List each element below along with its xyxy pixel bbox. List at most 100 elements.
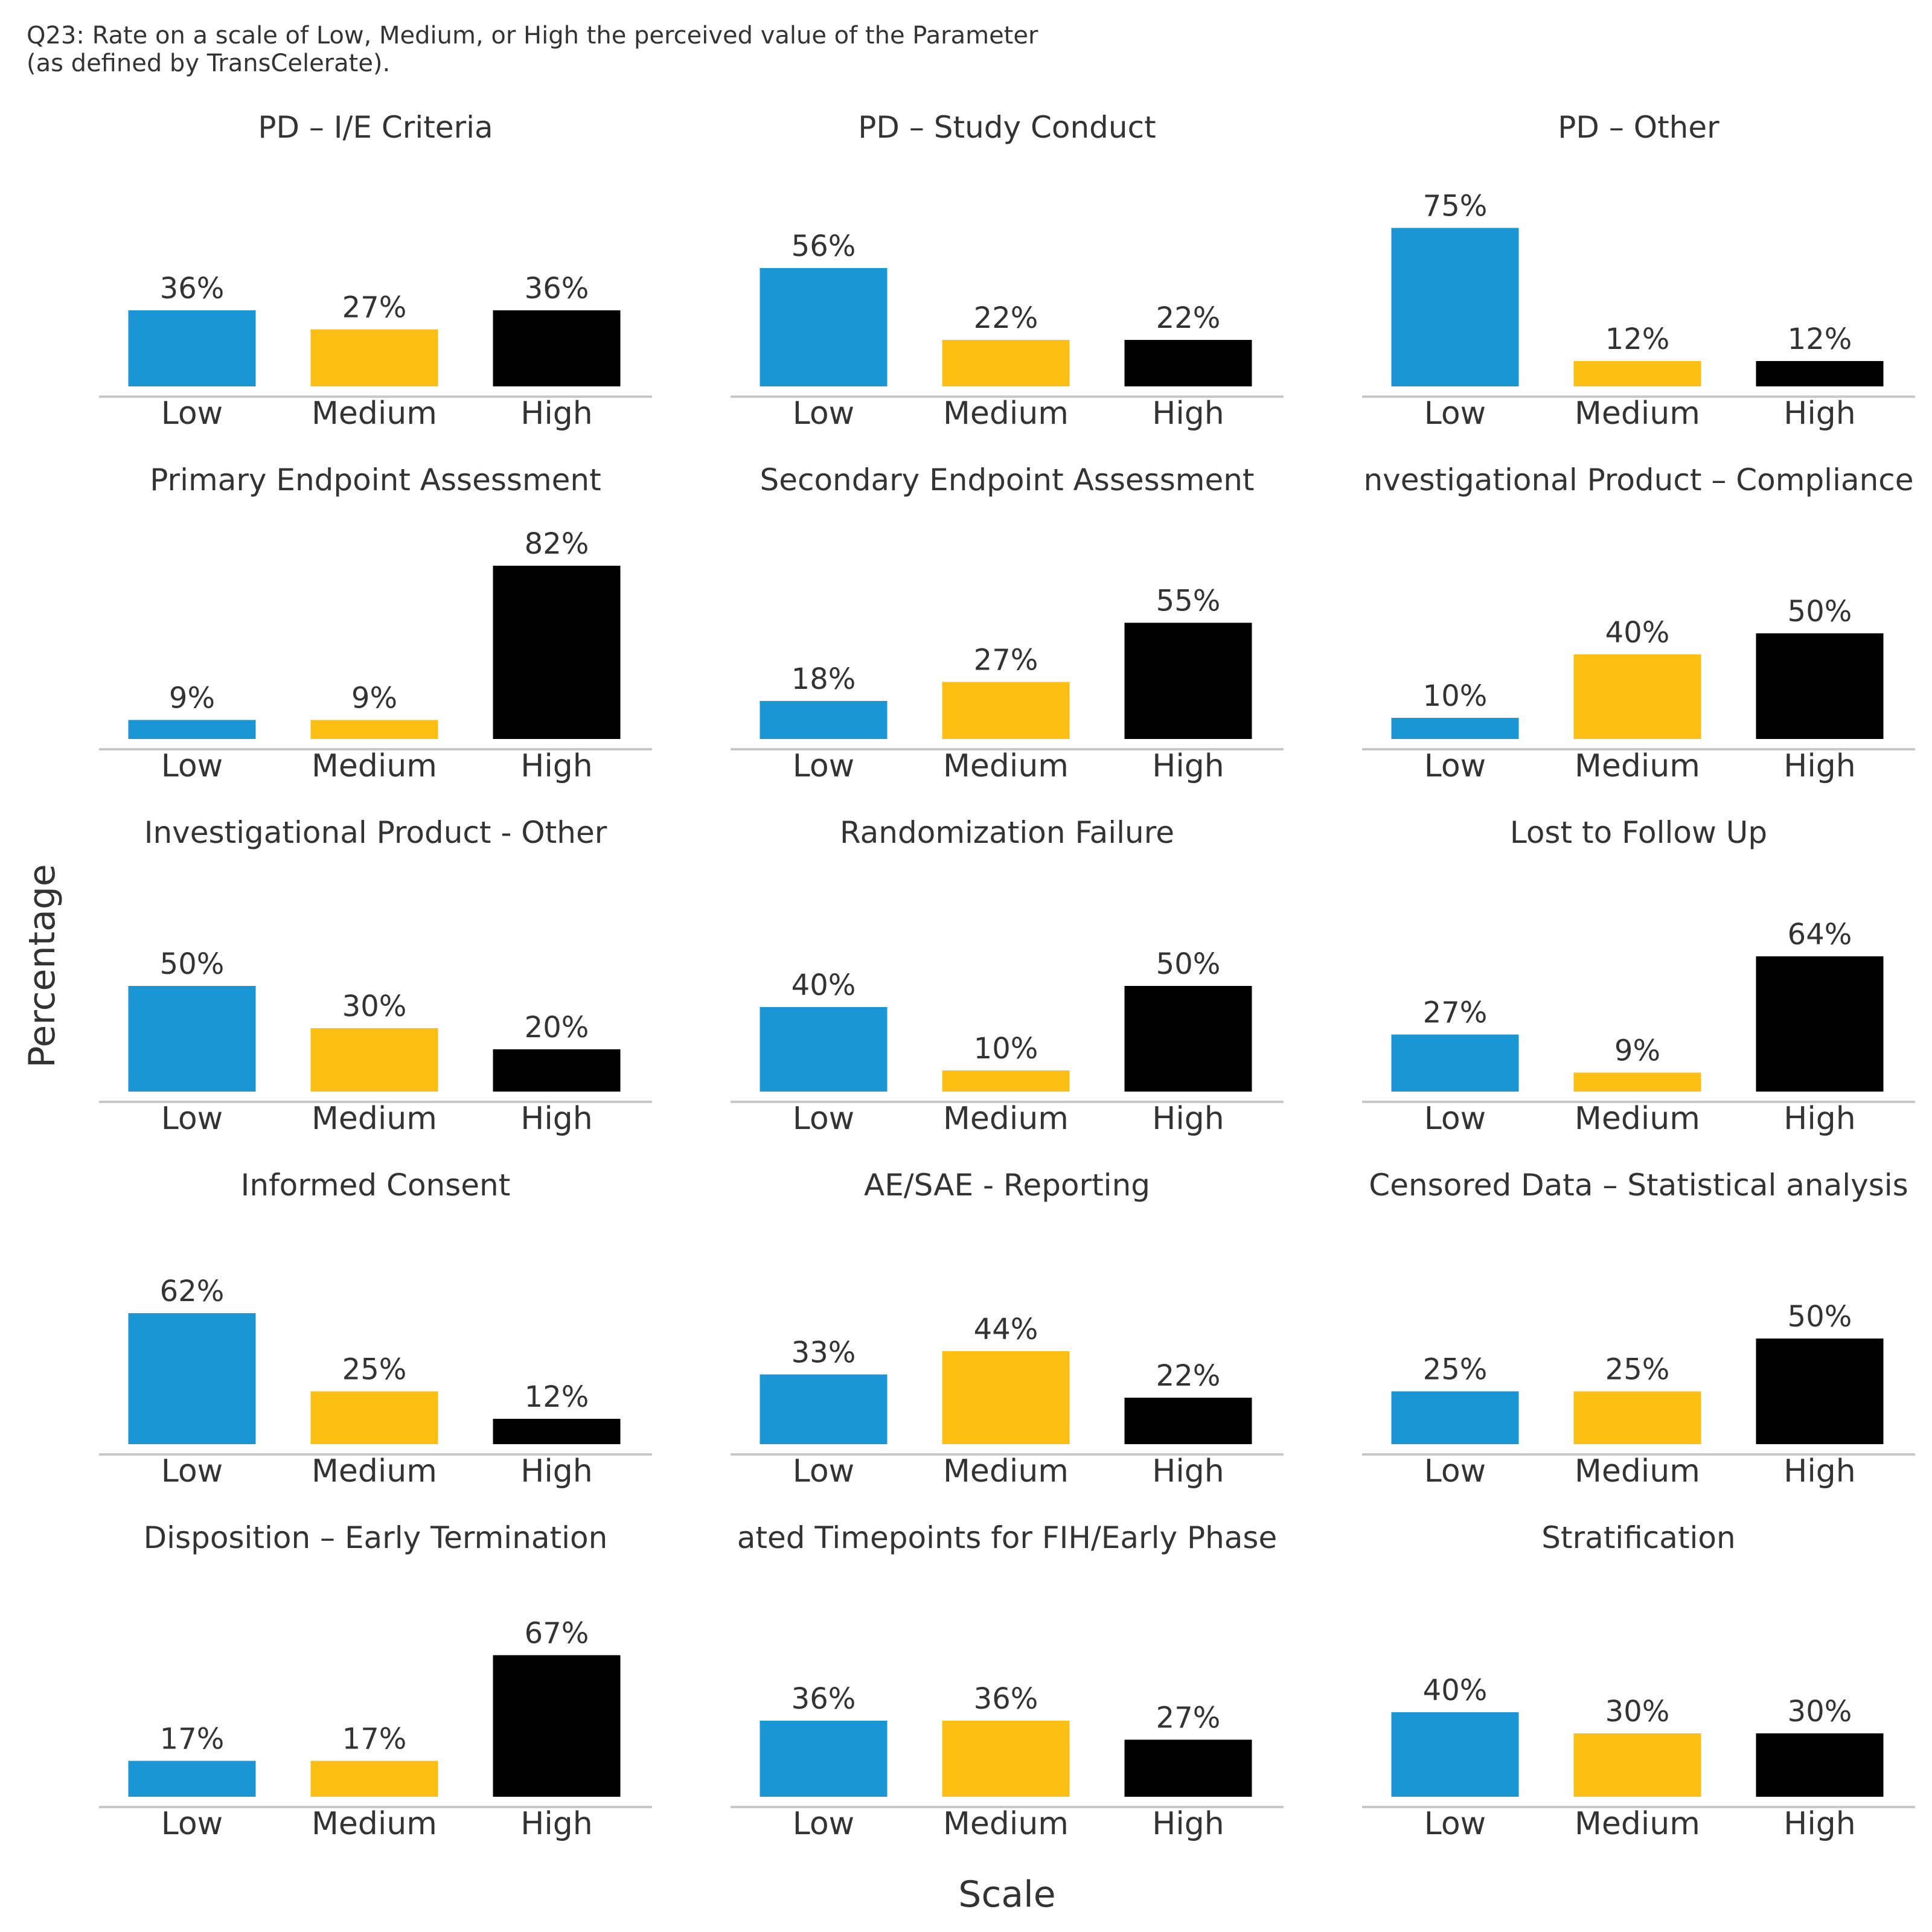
data-label: 12%	[1788, 322, 1852, 356]
tick-label-low: Low	[161, 395, 223, 432]
data-label: 36%	[792, 1682, 856, 1716]
bar-medium	[942, 1721, 1070, 1797]
bar-medium	[1573, 1733, 1701, 1797]
data-label: 50%	[1156, 947, 1221, 981]
tick-label-low: Low	[793, 395, 854, 432]
panel-title: PD – Other	[1558, 110, 1719, 145]
data-label: 10%	[974, 1032, 1038, 1066]
bar-medium	[310, 1028, 438, 1092]
caption-line-1: Q23: Rate on a scale of Low, Medium, or …	[27, 22, 1038, 50]
panel-title: Informed Consent	[241, 1168, 511, 1203]
data-label: 12%	[525, 1380, 589, 1414]
chart-panels: PD – I/E Criteria36%Low27%Medium36%HighP…	[99, 110, 1915, 1842]
tick-label-medium: Medium	[1575, 395, 1700, 432]
bar-medium	[942, 1070, 1070, 1092]
tick-label-low: Low	[161, 1101, 223, 1137]
tick-label-high: High	[520, 1101, 593, 1137]
panel-title: Randomization Failure	[840, 815, 1174, 850]
tick-label-high: High	[1783, 1806, 1856, 1842]
tick-label-medium: Medium	[312, 1453, 437, 1489]
tick-label-medium: Medium	[943, 748, 1069, 784]
bar-medium	[1573, 1391, 1701, 1444]
data-label: 50%	[1788, 1300, 1852, 1334]
bar-high	[1756, 1733, 1884, 1797]
tick-label-medium: Medium	[312, 395, 437, 432]
tick-label-low: Low	[793, 1101, 854, 1137]
tick-label-low: Low	[1424, 395, 1486, 432]
panel-title: PD – Study Conduct	[858, 110, 1156, 145]
data-label: 40%	[1605, 616, 1670, 650]
data-label: 12%	[1605, 322, 1670, 356]
tick-label-high: High	[1783, 395, 1856, 432]
tick-label-medium: Medium	[943, 1101, 1069, 1137]
tick-label-medium: Medium	[1575, 1453, 1700, 1489]
chart-panel: Primary Endpoint Assessment 9% Low 9% Medium…	[99, 462, 652, 784]
bar-high	[1124, 340, 1252, 386]
tick-label-medium: Medium	[312, 1101, 437, 1137]
data-label: 30%	[342, 990, 407, 1023]
bar-high	[1756, 361, 1884, 386]
bar-low	[760, 1374, 888, 1444]
data-label: 36%	[525, 272, 589, 305]
bar-low	[128, 1313, 256, 1444]
data-label: 20%	[525, 1011, 589, 1044]
panel-title: nvestigational Product – Compliance	[1363, 462, 1913, 497]
bar-high	[493, 566, 621, 739]
data-label: 82%	[525, 527, 589, 561]
chart-panel: Randomization Failure 40% Low 10% Medium 50% H…	[731, 815, 1284, 1137]
data-label: 9%	[351, 682, 397, 715]
data-label: 17%	[342, 1722, 407, 1756]
tick-label-medium: Medium	[312, 748, 437, 784]
tick-label-high: High	[1783, 1101, 1856, 1137]
tick-label-high: High	[520, 1806, 593, 1842]
tick-label-high: High	[1152, 1101, 1224, 1137]
bar-low	[128, 986, 256, 1092]
data-label: 27%	[974, 644, 1038, 677]
chart-panel: Lost to Follow Up 27% Low 9% Medium 64% High	[1362, 815, 1915, 1137]
bar-low	[1391, 1712, 1519, 1797]
bar-low	[760, 1721, 888, 1797]
tick-label-low: Low	[1424, 1453, 1486, 1489]
tick-label-high: High	[520, 748, 593, 784]
tick-label-high: High	[1152, 748, 1224, 784]
tick-label-high: High	[1152, 395, 1224, 432]
data-label: 27%	[1423, 996, 1488, 1030]
data-label: 75%	[1423, 190, 1488, 223]
data-label: 22%	[1156, 301, 1221, 335]
bar-low	[1391, 1391, 1519, 1444]
panel-title: AE/SAE - Reporting	[864, 1168, 1150, 1203]
tick-label-low: Low	[793, 1453, 854, 1489]
tick-label-low: Low	[161, 1453, 223, 1489]
y-axis-label: Percentage	[21, 864, 63, 1068]
bar-high	[1756, 956, 1884, 1092]
chart-caption: Q23: Rate on a scale of Low, Medium, or …	[27, 22, 1038, 77]
bar-medium	[942, 682, 1070, 739]
bar-low	[128, 310, 256, 386]
bar-low	[1391, 718, 1519, 739]
data-label: 67%	[525, 1617, 589, 1651]
bar-medium	[310, 720, 438, 739]
data-label: 18%	[792, 662, 856, 696]
bar-medium	[1573, 361, 1701, 386]
tick-label-high: High	[520, 1453, 593, 1489]
bar-high	[493, 310, 621, 386]
chart-panel: PD – Other 75% Low 12% Medium 12% High	[1362, 110, 1915, 432]
data-label: 10%	[1423, 679, 1488, 713]
chart-panel: PD – I/E Criteria 36% Low 27% Medium 36% High	[99, 110, 652, 432]
panel-title: Stratification	[1541, 1520, 1735, 1555]
bar-medium	[1573, 1072, 1701, 1092]
panel-title: Disposition – Early Termination	[144, 1520, 608, 1555]
bar-high	[1756, 1339, 1884, 1444]
panel-title: PD – I/E Criteria	[258, 110, 493, 145]
data-label: 25%	[1423, 1353, 1488, 1387]
bar-high	[493, 1655, 621, 1797]
panel-title: Censored Data – Statistical analysis	[1369, 1168, 1908, 1203]
bar-low	[1391, 1034, 1519, 1092]
tick-label-medium: Medium	[1575, 1806, 1700, 1842]
bar-high	[493, 1049, 621, 1092]
bar-low	[760, 701, 888, 739]
bar-high	[1124, 1398, 1252, 1444]
bar-low	[128, 1761, 256, 1797]
data-label: 30%	[1788, 1695, 1852, 1729]
